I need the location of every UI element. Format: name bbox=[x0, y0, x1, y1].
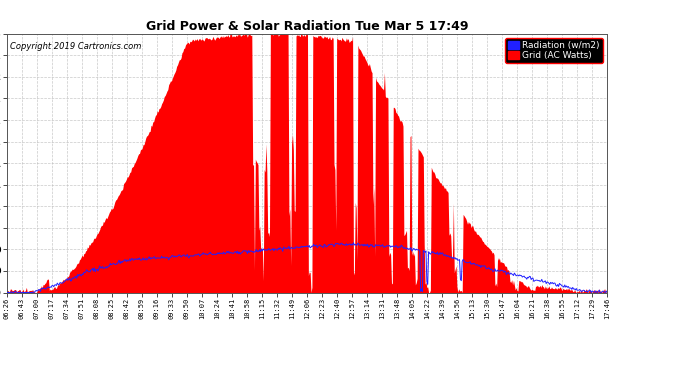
Title: Grid Power & Solar Radiation Tue Mar 5 17:49: Grid Power & Solar Radiation Tue Mar 5 1… bbox=[146, 20, 469, 33]
Legend: Radiation (w/m2), Grid (AC Watts): Radiation (w/m2), Grid (AC Watts) bbox=[505, 38, 602, 63]
Text: Copyright 2019 Cartronics.com: Copyright 2019 Cartronics.com bbox=[10, 42, 141, 51]
